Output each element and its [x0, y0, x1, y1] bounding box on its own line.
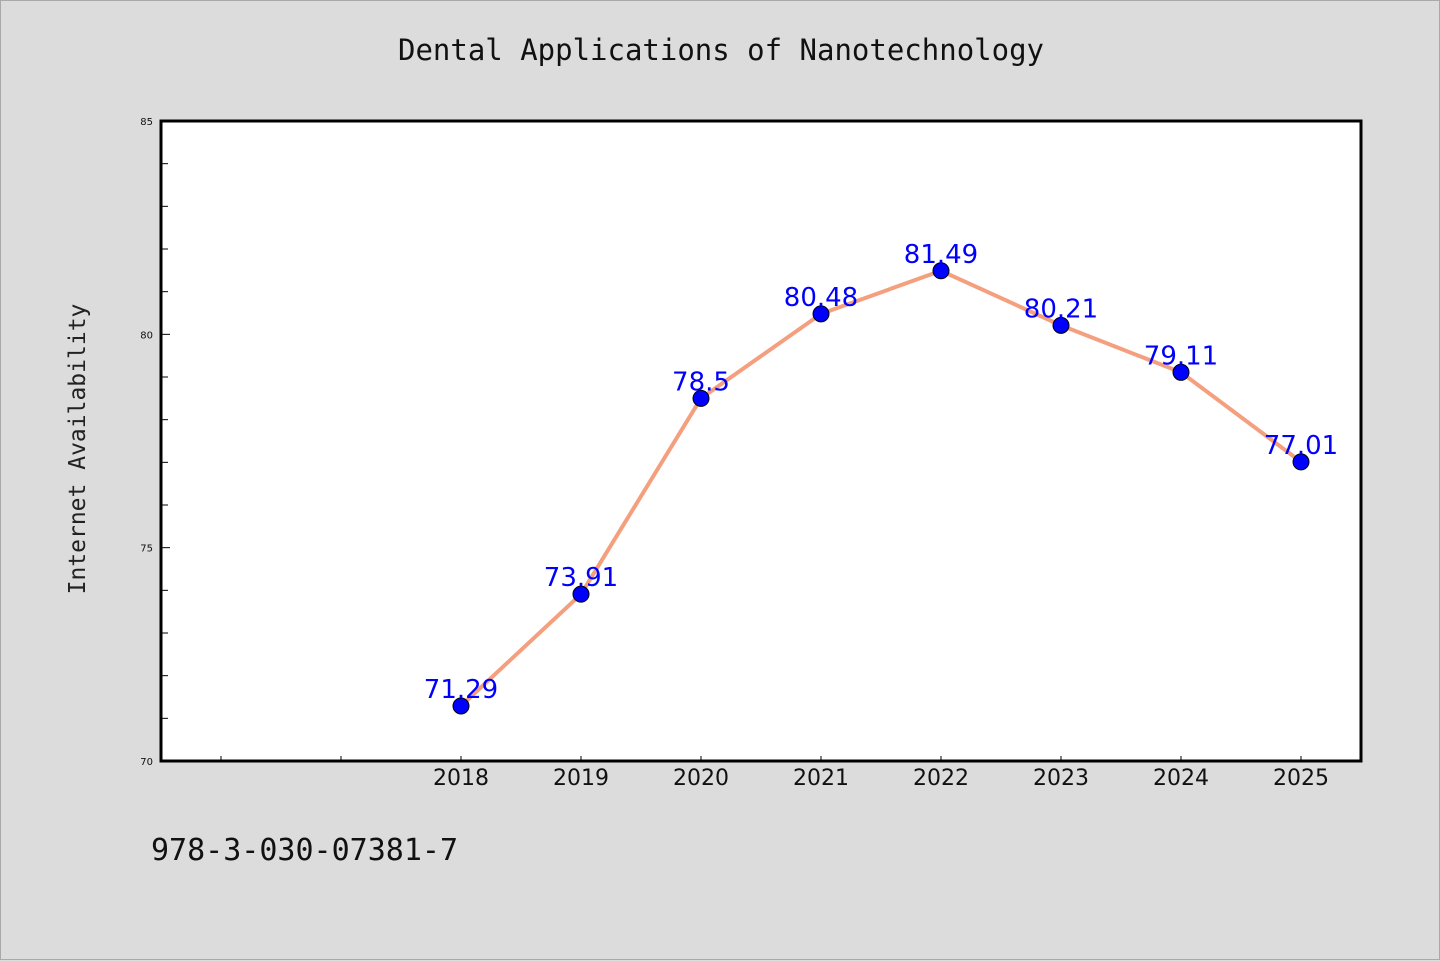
data-markers — [452, 262, 1310, 715]
data-point-marker — [932, 262, 950, 280]
data-label: 73.91 — [544, 563, 618, 593]
data-label: 81.49 — [904, 240, 978, 270]
x-tick-label: 2023 — [1033, 766, 1089, 791]
isbn-footnote: 978-3-030-07381-7 — [151, 833, 459, 868]
x-tick-label: 2020 — [673, 766, 729, 791]
data-label: 78.5 — [672, 367, 730, 397]
data-point-marker — [452, 697, 470, 715]
chart-title: Dental Applications of Nanotechnology — [397, 33, 1044, 67]
data-label: 80.48 — [784, 283, 858, 313]
y-tick-label: 70 — [140, 757, 153, 768]
x-tick-label: 2021 — [793, 766, 849, 791]
data-label: 77.01 — [1264, 431, 1338, 461]
data-label: 79.11 — [1144, 341, 1218, 371]
plot-area — [159, 119, 1363, 763]
data-label: 71.29 — [424, 675, 498, 705]
y-tick-label: 75 — [140, 544, 153, 555]
data-point-marker — [812, 305, 830, 323]
x-tick-label: 2025 — [1273, 766, 1329, 791]
x-axis-ticks: 2018 2019 2020 2021 2022 2023 2024 2025 — [220, 756, 1329, 791]
y-axis-ticks: 70 75 80 85 — [140, 117, 170, 768]
x-tick-label: 2019 — [553, 766, 609, 791]
data-point-marker — [1292, 453, 1310, 471]
data-label: 80.21 — [1024, 294, 1098, 324]
data-point-marker — [1052, 316, 1070, 334]
x-tick-label: 2022 — [913, 766, 969, 791]
y-tick-label: 80 — [140, 330, 153, 341]
x-tick-label: 2018 — [433, 766, 489, 791]
data-point-marker — [572, 585, 590, 603]
series-line — [459, 268, 1303, 708]
data-point-marker — [1172, 363, 1190, 381]
y-tick-label: 85 — [140, 117, 153, 128]
data-labels: 71.29 73.91 78.5 80.48 81.49 80.21 79.11 77.01 — [424, 240, 1338, 705]
data-point-marker — [692, 389, 710, 407]
x-tick-label: 2024 — [1153, 766, 1209, 791]
